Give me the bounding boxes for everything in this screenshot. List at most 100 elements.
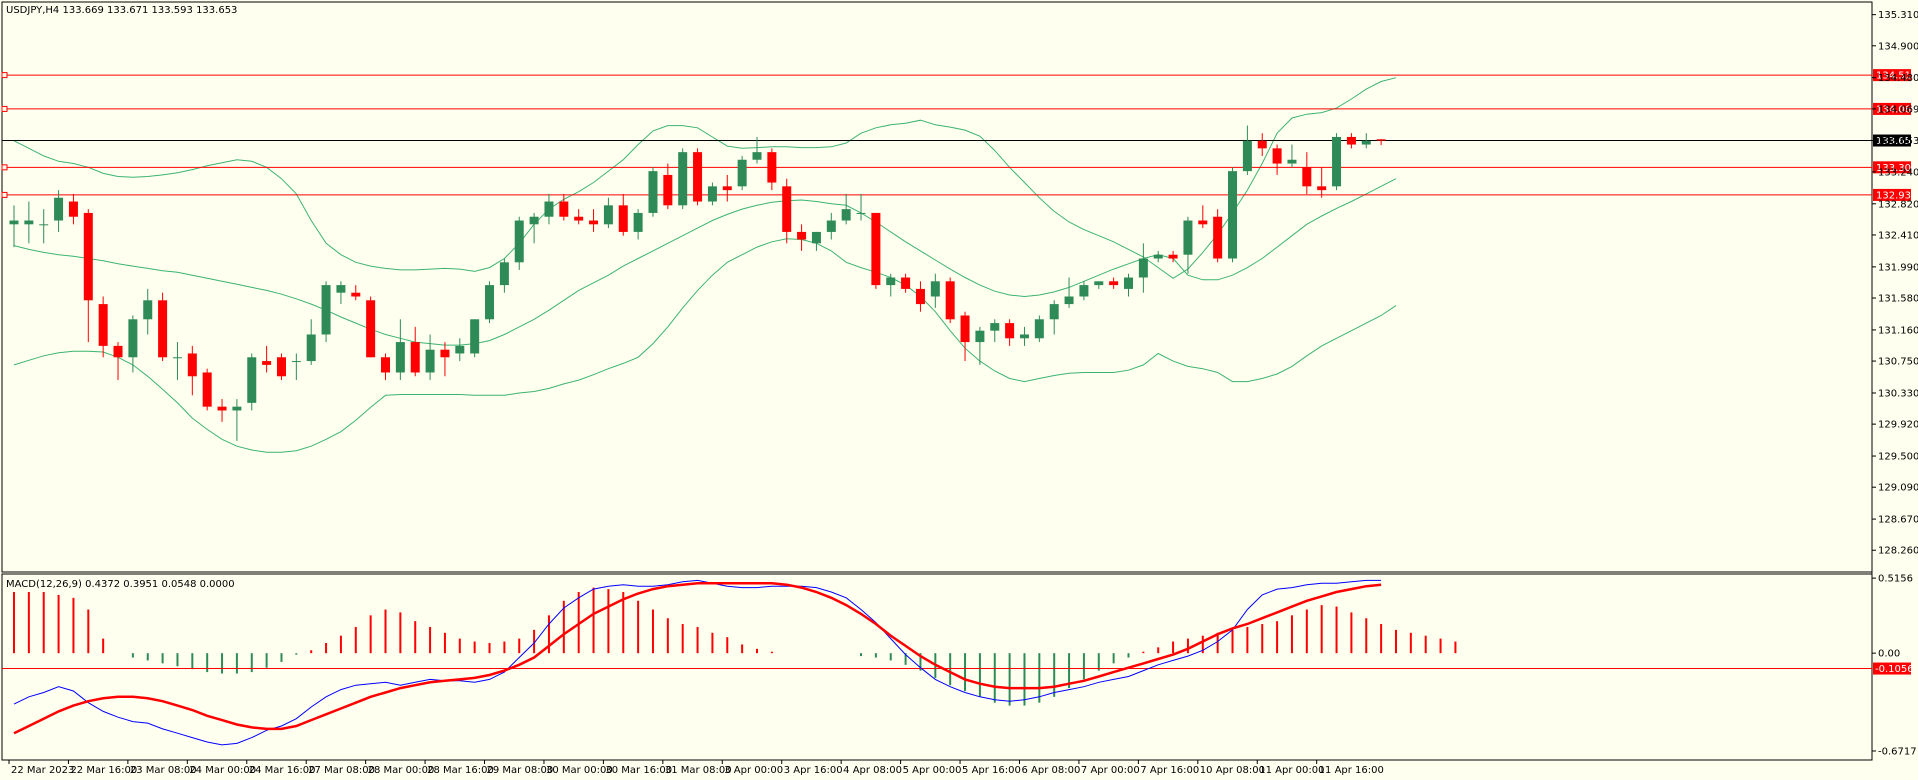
candle [544, 193, 554, 225]
candle-body [752, 152, 762, 160]
candle-body [544, 201, 554, 217]
candle-body [811, 231, 821, 244]
candle [291, 353, 301, 381]
candle-body [678, 152, 688, 206]
candle-body [306, 334, 316, 362]
macd-main-line [13, 579, 1382, 746]
candle-body [1183, 220, 1193, 255]
candle [1361, 133, 1371, 149]
time-tick-label: 30 Mar 16:00 [605, 765, 672, 776]
candle-body [470, 319, 480, 354]
price-tick-label: 135.310 [1878, 10, 1918, 21]
price-tick-label: 129.920 [1878, 420, 1918, 431]
candle-body [1168, 254, 1178, 259]
level-price-label: 134.069 [1876, 104, 1917, 115]
candle-body [648, 171, 658, 213]
candle-body [782, 186, 792, 232]
candle [113, 342, 123, 381]
price-tick-label: 132.820 [1878, 199, 1918, 210]
candle [915, 281, 925, 312]
candle-body [693, 152, 703, 202]
candle [366, 296, 376, 358]
candle [158, 292, 168, 362]
candle [410, 326, 420, 377]
candle [1257, 133, 1267, 156]
level-price-tag [1873, 69, 1911, 82]
candle-body [1005, 323, 1015, 339]
candle-body [1302, 167, 1312, 187]
candle [485, 281, 495, 324]
level-price-label: 133.300 [1876, 163, 1917, 174]
candle-body [395, 342, 405, 373]
candle-body [440, 349, 450, 358]
candle-body [1332, 136, 1342, 187]
candle [262, 345, 272, 373]
candle [1272, 144, 1282, 175]
candle [737, 155, 747, 191]
time-tick-label: 29 Mar 08:00 [487, 765, 554, 776]
candle-body [1138, 258, 1148, 278]
candle [871, 212, 881, 289]
time-tick-label: 31 Mar 08:00 [665, 765, 732, 776]
candle-body [202, 372, 212, 407]
candle [9, 205, 19, 248]
candle [752, 136, 762, 164]
time-tick-label: 24 Mar 16:00 [249, 765, 316, 776]
time-tick-label: 7 Apr 16:00 [1140, 765, 1199, 776]
level-handle [1, 72, 8, 79]
candle [945, 277, 955, 324]
candle-body [262, 361, 272, 365]
candle [395, 319, 405, 381]
candle [782, 178, 792, 244]
candle-body [1198, 220, 1208, 225]
candle [381, 353, 390, 381]
candle-body [410, 342, 420, 373]
candle [440, 342, 450, 377]
candles [9, 125, 1386, 441]
time-tick-label: 27 Mar 08:00 [308, 765, 375, 776]
candle-body [24, 220, 34, 225]
price-tick-label: 134.900 [1878, 41, 1918, 52]
candle [39, 209, 49, 244]
candle-body [485, 285, 495, 320]
current-price-label: 133.653 [1876, 136, 1917, 147]
candle-body [158, 300, 168, 358]
time-tick-label: 3 Apr 16:00 [784, 765, 843, 776]
time-tick-label: 28 Mar 16:00 [427, 765, 494, 776]
candle [797, 224, 807, 251]
candle [1094, 281, 1104, 289]
candle [886, 273, 896, 297]
candle-body [499, 262, 509, 286]
horizontal-levels[interactable]: 134.514 134.069 133.300 132.937 133.653 [1, 69, 1917, 201]
candle-body [1272, 148, 1282, 164]
candle [811, 231, 821, 251]
candle-body [915, 288, 925, 305]
price-tick-label: 134.480 [1878, 73, 1918, 84]
candle-body [633, 212, 643, 232]
candle [1049, 300, 1059, 335]
candle-body [1153, 254, 1163, 259]
time-tick-label: 24 Mar 00:00 [189, 765, 256, 776]
price-tick-label: 128.670 [1878, 515, 1918, 526]
candle-body [990, 323, 1000, 331]
candle [678, 148, 688, 210]
candle-body [1213, 216, 1223, 259]
bollinger-lower-line [13, 238, 1397, 453]
candle [707, 182, 717, 206]
candle [83, 209, 93, 343]
candle [514, 216, 524, 270]
candle-body [737, 159, 747, 187]
candle-body [589, 220, 599, 225]
price-tick-label: 132.410 [1878, 230, 1918, 241]
candle [841, 193, 851, 225]
candle [1079, 281, 1089, 301]
time-tick-label: 22 Mar 16:00 [70, 765, 137, 776]
candle-body [187, 353, 197, 377]
candle [98, 296, 108, 358]
level-handle [1, 191, 8, 198]
time-tick-label: 6 Apr 08:00 [1021, 765, 1080, 776]
candle [589, 209, 599, 232]
candle-body [128, 319, 138, 358]
